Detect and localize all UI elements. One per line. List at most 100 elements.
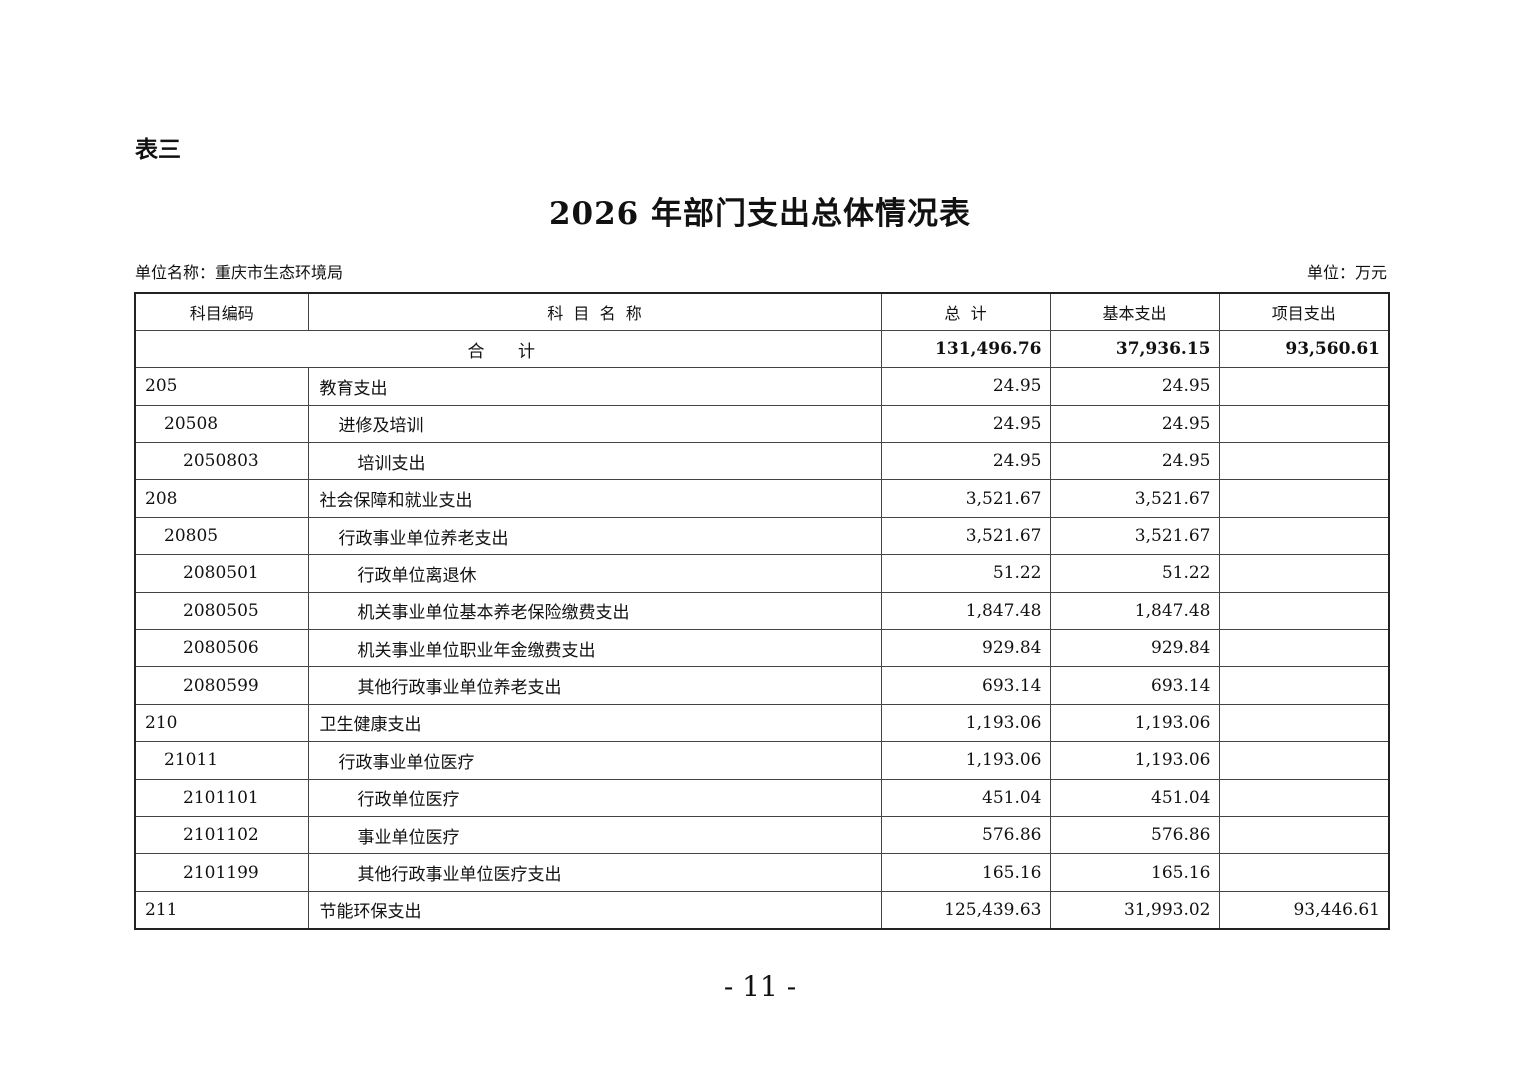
header-name: 科 目 名 称 xyxy=(307,292,882,331)
row-code: 21011 xyxy=(134,741,309,780)
row-name: 其他行政事业单位养老支出 xyxy=(307,666,882,705)
row-project xyxy=(1218,442,1390,481)
row-basic: 3,521.67 xyxy=(1049,479,1220,518)
row-project xyxy=(1218,367,1390,406)
row-name: 社会保障和就业支出 xyxy=(307,479,882,518)
table-row: 208 社会保障和就业支出 3,521.67 3,521.67 xyxy=(134,479,1390,518)
row-total: 24.95 xyxy=(880,367,1051,406)
row-name: 行政单位医疗 xyxy=(307,778,882,817)
table-row: 21011 行政事业单位医疗 1,193.06 1,193.06 xyxy=(134,741,1390,780)
row-name: 机关事业单位基本养老保险缴费支出 xyxy=(307,591,882,631)
row-project xyxy=(1218,703,1390,743)
table-row: 20805 行政事业单位养老支出 3,521.67 3,521.67 xyxy=(134,516,1390,556)
row-code: 2050803 xyxy=(134,442,309,481)
row-project xyxy=(1218,815,1390,855)
header-code: 科目编码 xyxy=(134,292,309,331)
table-label: 表三 xyxy=(135,137,181,163)
row-name: 卫生健康支出 xyxy=(307,703,882,743)
row-total: 1,847.48 xyxy=(880,591,1051,631)
row-name: 其他行政事业单位医疗支出 xyxy=(307,853,882,892)
page-title: 2026 年部门支出总体情况表 xyxy=(548,196,972,232)
header-total: 总 计 xyxy=(880,292,1051,331)
row-name: 进修及培训 xyxy=(307,404,882,444)
row-total: 929.84 xyxy=(880,629,1051,668)
table-row: 211 节能环保支出 125,439.63 31,993.02 93,446.61 xyxy=(134,890,1390,930)
row-name: 行政单位离退休 xyxy=(307,554,882,593)
row-project xyxy=(1218,853,1390,892)
currency-unit: 单位：万元 xyxy=(1306,263,1387,282)
row-name: 行政事业单位养老支出 xyxy=(307,516,882,556)
table-row: 205 教育支出 24.95 24.95 xyxy=(134,367,1390,406)
row-code: 210 xyxy=(134,703,309,743)
row-basic: 576.86 xyxy=(1049,815,1220,855)
table-row: 2080599 其他行政事业单位养老支出 693.14 693.14 xyxy=(134,666,1390,705)
row-total: 24.95 xyxy=(880,404,1051,444)
row-basic: 1,193.06 xyxy=(1049,703,1220,743)
row-total: 3,521.67 xyxy=(880,479,1051,518)
row-name: 事业单位医疗 xyxy=(307,815,882,855)
unit-name: 单位名称：重庆市生态环境局 xyxy=(135,263,344,282)
row-code: 2080599 xyxy=(134,666,309,705)
row-basic: 693.14 xyxy=(1049,666,1220,705)
table-row: 20508 进修及培训 24.95 24.95 xyxy=(134,404,1390,444)
row-code: 2101101 xyxy=(134,778,309,817)
row-total: 3,521.67 xyxy=(880,516,1051,556)
row-basic: 24.95 xyxy=(1049,367,1220,406)
total-row: 合 计 131,496.76 37,936.15 93,560.61 xyxy=(134,329,1390,369)
total-label: 合 计 xyxy=(134,329,882,369)
header-basic: 基本支出 xyxy=(1049,292,1220,331)
table-row: 2080506 机关事业单位职业年金缴费支出 929.84 929.84 xyxy=(134,629,1390,668)
row-basic: 31,993.02 xyxy=(1049,890,1220,930)
row-project: 93,446.61 xyxy=(1218,890,1390,930)
row-total: 24.95 xyxy=(880,442,1051,481)
row-basic: 451.04 xyxy=(1049,778,1220,817)
row-total: 576.86 xyxy=(880,815,1051,855)
row-name: 机关事业单位职业年金缴费支出 xyxy=(307,629,882,668)
row-total: 451.04 xyxy=(880,778,1051,817)
row-project xyxy=(1218,404,1390,444)
table-row: 2080505 机关事业单位基本养老保险缴费支出 1,847.48 1,847.48 xyxy=(134,591,1390,631)
table-row: 2080501 行政单位离退休 51.22 51.22 xyxy=(134,554,1390,593)
row-basic: 165.16 xyxy=(1049,853,1220,892)
row-basic: 929.84 xyxy=(1049,629,1220,668)
row-basic: 24.95 xyxy=(1049,442,1220,481)
table-row: 2101199 其他行政事业单位医疗支出 165.16 165.16 xyxy=(134,853,1390,892)
row-project xyxy=(1218,778,1390,817)
row-basic: 1,193.06 xyxy=(1049,741,1220,780)
header-row: 科目编码 科 目 名 称 总 计 基本支出 项目支出 xyxy=(134,292,1390,331)
row-name: 行政事业单位医疗 xyxy=(307,741,882,780)
row-total: 125,439.63 xyxy=(880,890,1051,930)
row-project xyxy=(1218,741,1390,780)
row-code: 208 xyxy=(134,479,309,518)
table-row: 2050803 培训支出 24.95 24.95 xyxy=(134,442,1390,481)
row-code: 20805 xyxy=(134,516,309,556)
row-project xyxy=(1218,554,1390,593)
header-project: 项目支出 xyxy=(1218,292,1390,331)
row-name: 培训支出 xyxy=(307,442,882,481)
row-code: 205 xyxy=(134,367,309,406)
row-total: 1,193.06 xyxy=(880,703,1051,743)
row-name: 教育支出 xyxy=(307,367,882,406)
row-basic: 1,847.48 xyxy=(1049,591,1220,631)
row-total: 693.14 xyxy=(880,666,1051,705)
row-project xyxy=(1218,479,1390,518)
row-name: 节能环保支出 xyxy=(307,890,882,930)
row-project xyxy=(1218,666,1390,705)
total-basic: 37,936.15 xyxy=(1049,329,1220,369)
row-project xyxy=(1218,591,1390,631)
row-code: 211 xyxy=(134,890,309,930)
table-row: 2101101 行政单位医疗 451.04 451.04 xyxy=(134,778,1390,817)
expenditure-table: 科目编码 科 目 名 称 总 计 基本支出 项目支出 合 计 131,496.7… xyxy=(134,292,1390,930)
row-total: 1,193.06 xyxy=(880,741,1051,780)
row-code: 2080505 xyxy=(134,591,309,631)
total-project: 93,560.61 xyxy=(1218,329,1390,369)
row-code: 2101102 xyxy=(134,815,309,855)
table-row: 210 卫生健康支出 1,193.06 1,193.06 xyxy=(134,703,1390,743)
total-total: 131,496.76 xyxy=(880,329,1051,369)
row-code: 20508 xyxy=(134,404,309,444)
page-number: - 11 - xyxy=(723,970,797,1003)
row-code: 2101199 xyxy=(134,853,309,892)
row-basic: 3,521.67 xyxy=(1049,516,1220,556)
row-basic: 51.22 xyxy=(1049,554,1220,593)
row-total: 165.16 xyxy=(880,853,1051,892)
